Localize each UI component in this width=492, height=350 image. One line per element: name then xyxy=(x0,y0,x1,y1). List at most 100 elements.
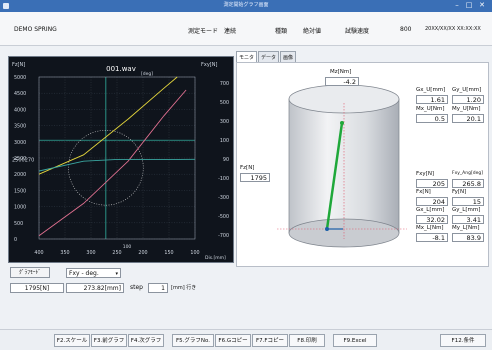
datetime: 20XX/XX/XX XX:XX:XX xyxy=(425,26,481,32)
my-u-label: My_U[Nm] xyxy=(452,106,481,112)
series-line-1 xyxy=(38,76,178,175)
graph-type-select[interactable]: Fxy - deg. ▾ xyxy=(66,268,121,278)
fy-value: 15 xyxy=(452,197,484,206)
left-tick-label: 3500 xyxy=(14,124,26,130)
x-tick-label: 350 xyxy=(60,250,69,256)
f7-f-copy-button[interactable]: F7.Fコピー xyxy=(252,334,288,347)
right-tick-label: 100 xyxy=(220,138,229,144)
right-tick-label: -100 xyxy=(218,176,229,182)
graph-area[interactable]: 001.wav [deg] Fz[N] Fxy[N] Dis.[mm] 100 … xyxy=(8,56,234,263)
speed-value: 800 xyxy=(400,26,412,33)
x-tick-label: 300 xyxy=(86,250,95,256)
tab-image[interactable]: 画像 xyxy=(280,51,297,62)
chart-svg: 001.wav [deg] Fz[N] Fxy[N] Dis.[mm] 100 … xyxy=(12,62,229,261)
project-name: DEMO SPRING xyxy=(14,26,57,33)
cylinder-top xyxy=(288,84,400,114)
left-tick-label: 1000 xyxy=(14,205,26,211)
range-circle xyxy=(68,129,144,206)
mx-u-value: 0.5 xyxy=(416,114,448,123)
my-l-label: My_L[Nm] xyxy=(452,225,480,231)
x-tick-label: 200 xyxy=(138,250,147,256)
f4-next-graph-button[interactable]: F4.次グラフ xyxy=(128,334,164,347)
right-tick-label: 700 xyxy=(220,81,229,87)
mode-value: 連続 xyxy=(224,28,237,35)
load-value-box: 1795[N] xyxy=(10,283,64,293)
gy-l-value: 3.41 xyxy=(452,215,484,224)
close-button[interactable]: ✕ xyxy=(479,1,485,9)
gx-l-value: 32.02 xyxy=(416,215,448,224)
mz-value: -4.2 xyxy=(325,77,359,86)
plot-frame xyxy=(38,76,196,240)
series-line-2 xyxy=(38,89,187,237)
tab-monitor[interactable]: モニタ xyxy=(236,51,258,62)
force-vector-line xyxy=(325,122,344,230)
fy-label: Fy[N] xyxy=(452,189,467,195)
f5-graph-no-button[interactable]: F5.グラフNo. xyxy=(172,334,214,347)
x-tick-label: 150 xyxy=(164,250,173,256)
fxy-ang-value: 265.8 xyxy=(452,179,484,188)
left-marker-label: 2500270 xyxy=(12,157,34,163)
left-tick-label: 3000 xyxy=(14,140,26,146)
right-tick-label: -500 xyxy=(218,214,229,220)
right-tick-label: -700 xyxy=(218,233,229,239)
fxy-ang-label: Fxy_Ang[deg] xyxy=(452,171,483,176)
f8-print-button[interactable]: F8.印刷 xyxy=(289,334,325,347)
left-tick-label: 0 xyxy=(14,237,17,243)
gy-u-value: 1.20 xyxy=(452,95,484,104)
f6-g-copy-button[interactable]: F6.Gコピー xyxy=(215,334,251,347)
f12-conditions-button[interactable]: F12.条件 xyxy=(440,334,486,347)
tab-strip: モニタ データ 画像 xyxy=(236,51,297,63)
gx-l-label: Gx_L[mm] xyxy=(416,207,445,213)
speed-label: 試験速度 xyxy=(345,28,370,35)
left-tick-label: 5000 xyxy=(14,75,26,81)
fx-value: 204 xyxy=(416,197,448,206)
header-bar: DEMO SPRING 測定モード 連続 種類 絶対値 試験速度 800 20X… xyxy=(0,12,492,46)
left-axis-label: Fz[N] xyxy=(12,62,25,68)
app-icon xyxy=(3,3,9,9)
right-tick-label: 500 xyxy=(220,100,229,106)
right-axis-label: Fxy[N] xyxy=(201,62,217,68)
left-tick-label: 4500 xyxy=(14,91,26,97)
maximize-button[interactable]: □ xyxy=(465,1,473,9)
graph-type-select-value: Fxy - deg. xyxy=(69,270,99,277)
chevron-down-icon: ▾ xyxy=(115,271,118,277)
gx-u-label: Gx_U[mm] xyxy=(416,87,446,93)
tab-data[interactable]: データ xyxy=(258,51,280,62)
graph-mode-button[interactable]: ｸﾞﾗﾌﾓｰﾄﾞ xyxy=(10,267,50,278)
step-label: step xyxy=(130,284,143,291)
left-tick-label: 2500 xyxy=(14,156,26,162)
mode-label: 測定モード xyxy=(188,28,219,35)
f2-scale-button[interactable]: F2.スケール xyxy=(54,334,90,347)
f3-prev-graph-button[interactable]: F3.前グラフ xyxy=(91,334,127,347)
gy-u-label: Gy_U[mm] xyxy=(452,87,482,93)
x-tick-label: 400 xyxy=(34,250,43,256)
right-tick-label: 90 xyxy=(223,157,229,163)
x-tick-extra: 100 xyxy=(123,244,132,250)
fx-label: Fx[N] xyxy=(416,189,431,195)
force-vector-top-point xyxy=(340,121,344,125)
mx-l-value: -8.1 xyxy=(416,233,448,242)
step-input[interactable]: 1 xyxy=(148,283,168,293)
right-tick-label: -300 xyxy=(218,195,229,201)
chart-title: 001.wav xyxy=(106,65,136,73)
step-unit: [mm] 行き xyxy=(171,285,197,291)
x-axis-label: Dis.[mm] xyxy=(205,255,226,261)
monitor-panel: Mz[Nm] -4.2 Fz[N] 1795 Gx_U[mm] Gy_U[mm]… xyxy=(236,62,489,267)
f9-excel-button[interactable]: F9.Excel xyxy=(333,334,377,347)
mx-u-label: Mx_U[Nm] xyxy=(416,106,445,112)
fz-label: Fz[N] xyxy=(240,165,255,171)
x-tick-label: 250 xyxy=(112,250,121,256)
left-tick-label: 500 xyxy=(14,221,23,227)
fxy-value: 205 xyxy=(416,179,448,188)
load-cell-cylinder xyxy=(277,84,407,248)
series-line-3 xyxy=(38,158,196,172)
right-tick-label: 300 xyxy=(220,119,229,125)
window-title: 測定開始グラフ画面 xyxy=(223,2,269,8)
gy-l-label: Gy_L[mm] xyxy=(452,207,481,213)
function-key-bar: F2.スケール F3.前グラフ F4.次グラフ F5.グラフNo. F6.Gコピ… xyxy=(0,329,492,350)
fxy-label: Fxy[N] xyxy=(416,171,435,177)
fz-value: 1795 xyxy=(240,173,270,182)
left-tick-label: 2000 xyxy=(14,172,26,178)
minimize-button[interactable]: – xyxy=(455,1,459,9)
type-label: 種類 xyxy=(275,28,288,35)
